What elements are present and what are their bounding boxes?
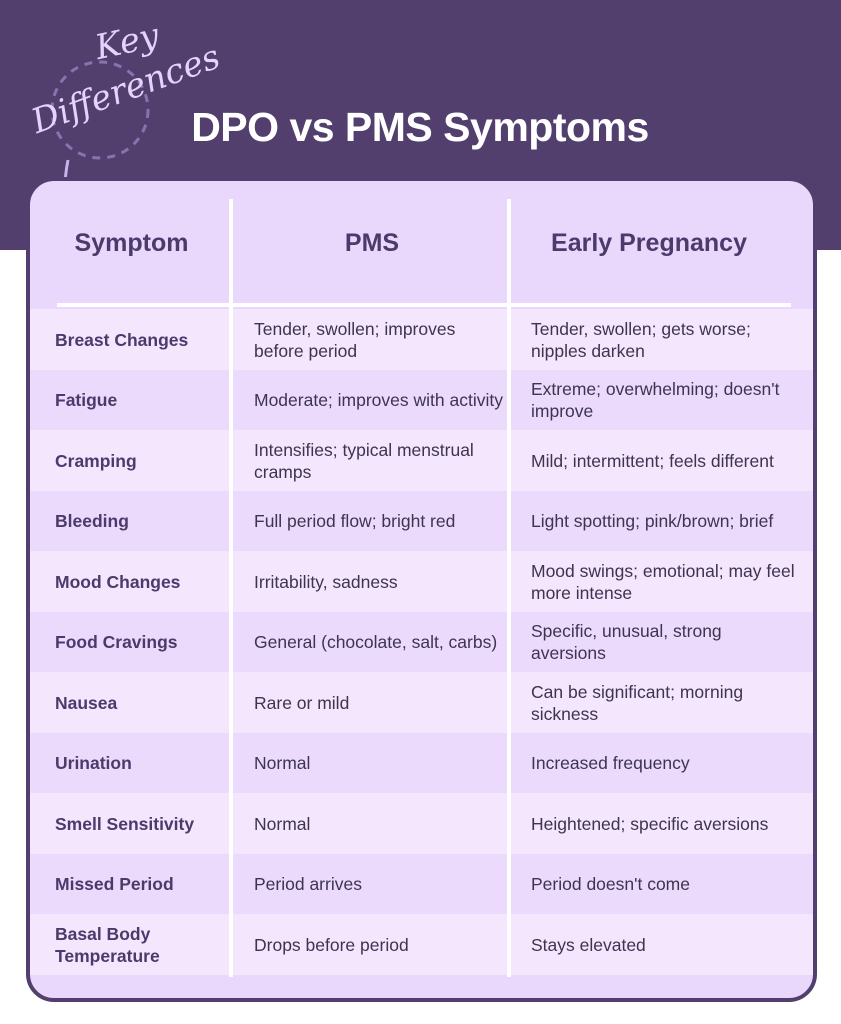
table-row: Urination Normal Increased frequency bbox=[30, 732, 813, 794]
row-label: Fatigue bbox=[55, 390, 118, 410]
table-row: Fatigue Moderate; improves with activity E… bbox=[30, 369, 813, 431]
table-cell: Mild; intermittent; feels different bbox=[531, 450, 774, 471]
table-cell: Intensifies; typical menstrual cramps bbox=[254, 439, 474, 482]
row-label: Cramping bbox=[55, 450, 137, 471]
table-cell: Light spotting; pink/brown; brief bbox=[531, 511, 774, 531]
row-label: Smell Sensitivity bbox=[55, 813, 195, 834]
header-rule bbox=[57, 303, 791, 307]
table-cell: Rare or mild bbox=[254, 692, 350, 713]
table-cell: Normal bbox=[254, 753, 311, 773]
table-row: Bleeding Full period flow; bright red Ligh… bbox=[30, 490, 813, 552]
row-label: Food Cravings bbox=[55, 632, 178, 652]
table-cell: Extreme; overwhelming; doesn't improve bbox=[531, 379, 780, 421]
table-row: Mood Changes Irritability, sadness Mood sw… bbox=[30, 551, 813, 612]
table-cell: Normal bbox=[254, 813, 311, 834]
table-cell: General (chocolate, salt, carbs) bbox=[254, 632, 498, 652]
table-cell: Drops before period bbox=[254, 934, 409, 955]
table-cell: Moderate; improves with activity bbox=[254, 390, 503, 410]
table-cell: Can be significant; morning sickness bbox=[531, 681, 744, 724]
title: DPO vs PMS Symptoms bbox=[191, 104, 649, 150]
table-row: Cramping Intensifies; typical menstrual c… bbox=[30, 430, 813, 491]
table-row: Nausea Rare or mild Can be significant; mo… bbox=[30, 672, 813, 733]
table-cell: Period doesn't come bbox=[531, 874, 690, 894]
header-cell: PMS bbox=[344, 228, 400, 257]
header-cell: Symptom bbox=[74, 228, 189, 257]
table-row: Breast Changes Tender, swollen; improves … bbox=[30, 309, 813, 370]
row-label: Nausea bbox=[55, 692, 118, 713]
table-row: Smell Sensitivity Normal Heightened; speci… bbox=[30, 793, 813, 854]
row-label: Basal Body Temperature bbox=[55, 923, 160, 966]
table-row: Basal Body Temperature Drops before perio… bbox=[30, 914, 813, 975]
table: Symptom PMS Early Pregnancy Breast Chang… bbox=[26, 177, 817, 1002]
table-row: Missed Period Period arrives Period doesn'… bbox=[30, 853, 813, 915]
table-cell: Full period flow; bright red bbox=[254, 511, 456, 531]
column-rule bbox=[507, 199, 511, 977]
table-cell: Heightened; specific aversions bbox=[531, 813, 769, 834]
column-rule bbox=[229, 199, 233, 977]
row-label: Missed Period bbox=[55, 874, 174, 894]
table-cell: Tender, swollen; improves before period bbox=[254, 318, 456, 361]
table-cell: Tender, swollen; gets worse; nipples dar… bbox=[531, 318, 751, 361]
table-cell: Mood swings; emotional; may feel more in… bbox=[531, 560, 795, 603]
table-cell: Stays elevated bbox=[531, 934, 646, 955]
table-row: Food Cravings General (chocolate, salt, c… bbox=[30, 611, 813, 673]
table-cell: Specific, unusual, strong aversions bbox=[531, 621, 722, 663]
table-cell: Irritability, sadness bbox=[254, 571, 398, 592]
row-label: Mood Changes bbox=[55, 571, 181, 592]
header-cell: Early Pregnancy bbox=[551, 228, 747, 257]
row-label: Urination bbox=[55, 753, 132, 773]
deco-circle bbox=[50, 60, 150, 160]
row-label: Bleeding bbox=[55, 511, 129, 531]
row-label: Breast Changes bbox=[55, 329, 189, 350]
table-cell: Increased frequency bbox=[531, 753, 690, 773]
table-cell: Period arrives bbox=[254, 874, 362, 894]
